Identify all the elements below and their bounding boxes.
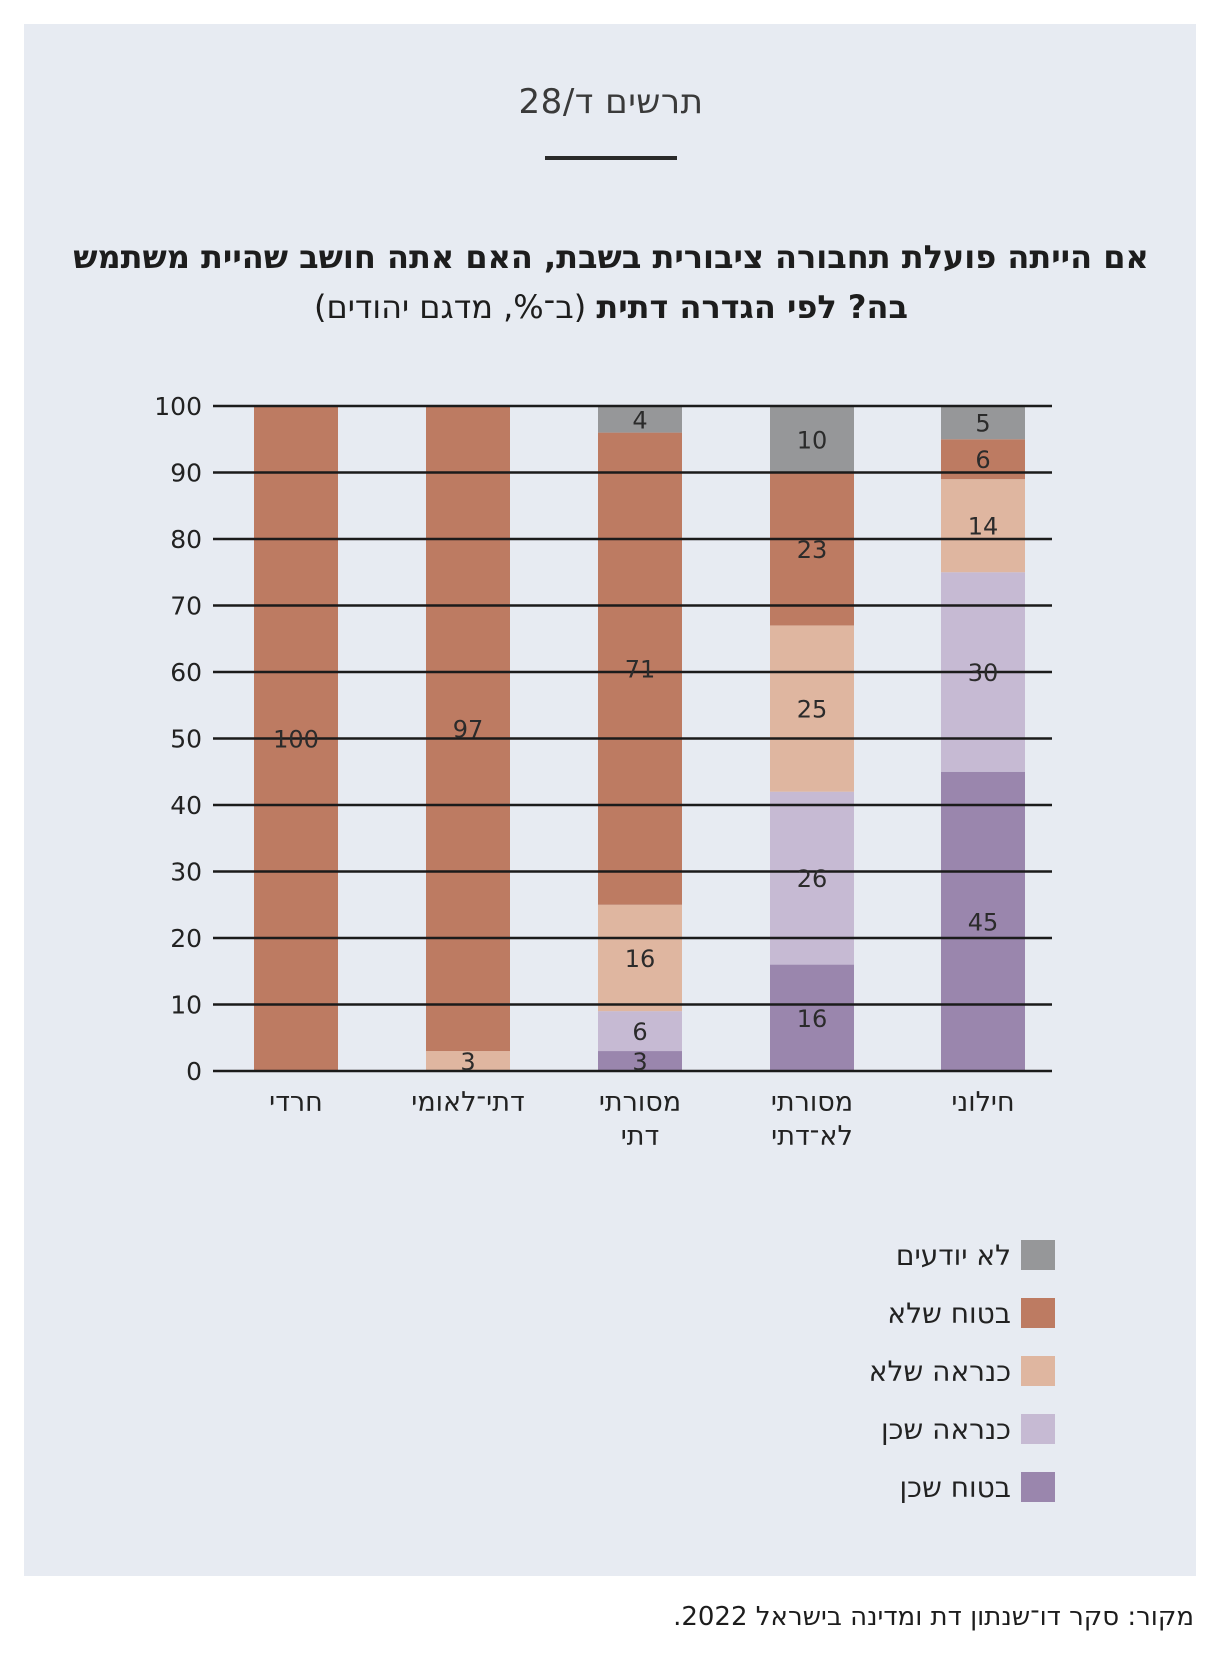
chart-title: אם הייתה פועלת תחבורה ציבורית בשבת, האם …: [60, 232, 1162, 332]
y-tick-label-90: 90: [170, 459, 202, 488]
data-label-3-3: 23: [797, 536, 828, 564]
y-tick-label-80: 80: [170, 525, 202, 554]
axis-layer: 0 10 20 30 40 50 60 70 80 90 100 חרדי דתי־לאומי מסורת…: [154, 392, 1014, 1152]
chart-legend: לא יודעים בטוח שלא כנראה שלא כנראה שכן בטוח …: [869, 1226, 1055, 1516]
y-tick-label-50: 50: [170, 725, 202, 754]
x-tick-label-0: חרדי: [269, 1087, 323, 1118]
bar-segment-3-0: [770, 964, 854, 1071]
legend-swatch: [1021, 1414, 1055, 1444]
chart-title-bold: אם הייתה פועלת תחבורה ציבורית בשבת, האם …: [73, 238, 1149, 326]
legend-swatch: [1021, 1472, 1055, 1502]
bar-segment-3-4: [770, 406, 854, 473]
bar-segment-2-0: [598, 1051, 682, 1071]
bar-segment-4-0: [941, 771, 1025, 1071]
legend-item: לא יודעים: [869, 1226, 1055, 1284]
chart-title-note: (ב־%, מדגם יהודים): [314, 288, 587, 326]
figure-label: תרשים ד/28: [518, 82, 704, 122]
data-label-2-4: 4: [632, 406, 647, 434]
data-label-0-3: 100: [273, 726, 319, 754]
y-tick-label-70: 70: [170, 592, 202, 621]
data-label-3-2: 25: [797, 696, 828, 724]
bar-segment-2-4: [598, 406, 682, 433]
figure-rule: [545, 156, 677, 160]
data-label-2-1: 6: [632, 1018, 647, 1046]
data-label-1-3: 97: [453, 716, 484, 744]
bar-segment-1-2: [426, 1051, 510, 1071]
grid-layer: [213, 404, 1052, 1073]
data-label-3-4: 10: [797, 426, 828, 454]
legend-item: בטוח שלא: [869, 1284, 1055, 1342]
data-label-4-1: 30: [968, 659, 999, 687]
bar-segment-4-4: [941, 406, 1025, 440]
data-label-4-0: 45: [968, 908, 999, 936]
bar-segment-3-2: [770, 625, 854, 792]
y-tick-label-30: 30: [170, 858, 202, 887]
data-label-2-0: 3: [632, 1048, 647, 1076]
bar-segment-2-3: [598, 432, 682, 905]
legend-label: לא יודעים: [895, 1238, 1011, 1272]
bar-segment-3-3: [770, 472, 854, 626]
data-label-2-2: 16: [625, 945, 656, 973]
y-tick-label-100: 100: [154, 392, 202, 421]
y-tick-label-20: 20: [170, 924, 202, 953]
legend-label: בטוח שכן: [899, 1470, 1011, 1504]
x-tick-label-1: דתי־לאומי: [411, 1087, 524, 1118]
legend-label: בטוח שלא: [887, 1296, 1011, 1330]
x-tick-label-3-line2: לא־דתי: [771, 1121, 853, 1152]
data-label-4-4: 5: [975, 410, 990, 438]
bar-segment-4-2: [941, 479, 1025, 573]
bar-segment-2-2: [598, 904, 682, 1012]
legend-swatch: [1021, 1298, 1055, 1328]
x-tick-label-2-line2: דתי: [621, 1121, 660, 1152]
source-note: מקור: סקר דו־שנתון דת ומדינה בישראל 2022…: [673, 1602, 1194, 1632]
data-label-2-3: 71: [625, 656, 656, 684]
data-label-3-1: 26: [797, 865, 828, 893]
bar-segment-1-3: [426, 406, 510, 1052]
data-label-4-2: 14: [968, 513, 999, 541]
legend-item: בטוח שכן: [869, 1458, 1055, 1516]
legend-label: כנראה שכן: [880, 1412, 1011, 1446]
bar-segment-3-1: [770, 791, 854, 965]
legend-item: כנראה שכן: [869, 1400, 1055, 1458]
legend-label: כנראה שלא: [868, 1354, 1011, 1388]
data-label-4-3: 6: [975, 446, 990, 474]
legend-swatch: [1021, 1356, 1055, 1386]
x-tick-label-4: חילוני: [951, 1087, 1014, 1118]
y-tick-label-60: 60: [170, 658, 202, 687]
x-tick-label-2: מסורתי: [599, 1087, 681, 1118]
bar-segment-2-1: [598, 1011, 682, 1052]
y-tick-label-0: 0: [186, 1057, 202, 1086]
legend-item: כנראה שלא: [869, 1342, 1055, 1400]
data-label-1-2: 3: [460, 1048, 475, 1076]
legend-swatch: [1021, 1240, 1055, 1270]
y-tick-label-10: 10: [170, 991, 202, 1020]
x-tick-label-3: מסורתי: [771, 1087, 853, 1118]
y-tick-label-40: 40: [170, 791, 202, 820]
data-label-3-0: 16: [797, 1005, 828, 1033]
